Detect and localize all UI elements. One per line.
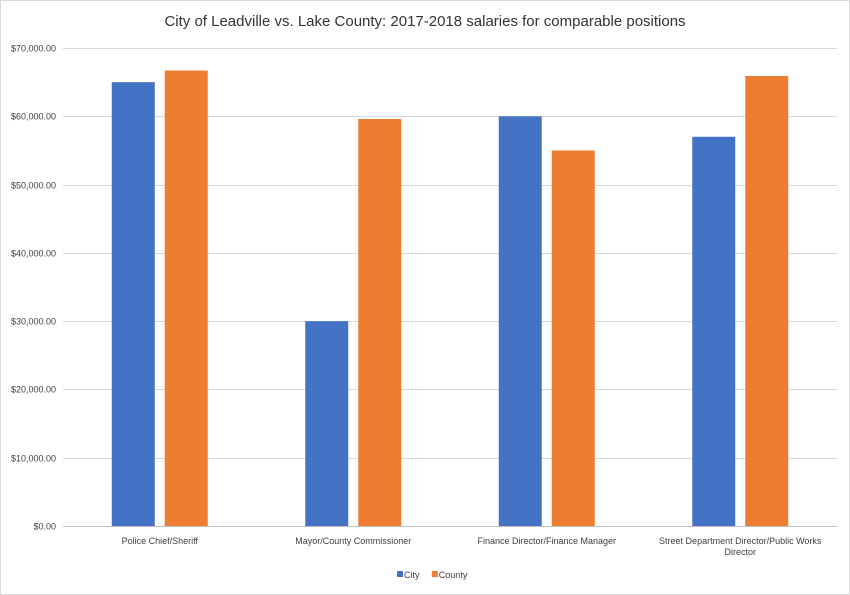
legend-swatch-city	[397, 571, 403, 577]
y-tick-label: $20,000.00	[11, 385, 56, 395]
bar-county	[551, 150, 595, 526]
chart-title: City of Leadville vs. Lake County: 2017-…	[164, 13, 685, 30]
x-category-label: Police Chief/Sheriff	[122, 536, 199, 546]
y-tick-label: $70,000.00	[11, 44, 56, 54]
y-axis-ticks: $0.00 $10,000.00 $20,000.00 $30,000.00 $40,0…	[11, 44, 56, 532]
legend-label-city: City	[404, 570, 420, 580]
y-tick-label: $10,000.00	[11, 454, 56, 464]
y-tick-label: $30,000.00	[11, 317, 56, 327]
bar-city	[498, 116, 542, 527]
bars	[111, 70, 789, 527]
bar-county	[358, 119, 402, 526]
bar-city	[111, 82, 155, 527]
bar-county	[745, 75, 789, 527]
x-category-label: Finance Director/Finance Manager	[477, 536, 616, 546]
legend: City County	[397, 570, 468, 580]
y-tick-label: $0.00	[33, 522, 56, 532]
x-category-label: Street Department Director/Public Works D…	[659, 536, 822, 557]
x-category-label: Mayor/County Commissioner	[295, 536, 411, 546]
y-tick-label: $50,000.00	[11, 181, 56, 191]
bar-city	[692, 136, 736, 526]
legend-swatch-county	[431, 571, 438, 577]
x-axis-categories: Police Chief/Sheriff Mayor/County Commiss…	[122, 536, 822, 557]
bar-county	[164, 70, 208, 526]
bar-city	[305, 321, 349, 526]
y-tick-label: $40,000.00	[11, 249, 56, 259]
y-tick-label: $60,000.00	[11, 112, 56, 122]
legend-label-county: County	[439, 570, 468, 580]
